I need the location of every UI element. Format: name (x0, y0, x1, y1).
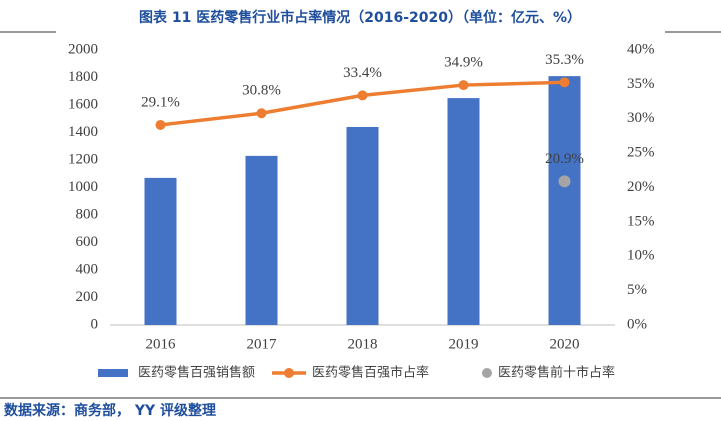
y-tick-label: 200 (76, 289, 99, 305)
y-tick-label: 2000 (68, 41, 98, 57)
legend-swatch (482, 368, 492, 378)
legend-swatch (284, 368, 294, 378)
y-tick-label: 1000 (68, 179, 98, 195)
data-label: 35.3% (545, 52, 584, 68)
bar (245, 155, 278, 325)
data-label: 29.1% (141, 94, 180, 110)
y2-tick-label: 0% (627, 316, 647, 332)
legend-label: 医药零售百强销售额 (138, 365, 255, 381)
x-tick-label: 2018 (348, 336, 378, 352)
y-tick-label: 600 (76, 234, 99, 250)
y-tick-label: 1800 (68, 69, 98, 85)
x-tick-label: 2019 (449, 336, 479, 352)
y2-tick-label: 35% (627, 76, 655, 92)
point (558, 175, 571, 188)
y-tick-label: 1200 (68, 151, 98, 167)
y2-tick-label: 5% (627, 282, 647, 298)
y-tick-label: 400 (76, 261, 99, 277)
y2-tick-label: 20% (627, 179, 655, 195)
bar (144, 177, 177, 325)
data-label: 20.9% (545, 151, 584, 167)
legend-label: 医药零售百强市占率 (312, 365, 429, 381)
legend-label: 医药零售前十市占率 (498, 365, 615, 381)
point (256, 108, 267, 119)
bar (346, 127, 379, 325)
source-note: 数据来源：商务部， YY 评级整理 (4, 402, 216, 419)
point (458, 80, 469, 91)
legend-swatch (98, 369, 128, 377)
data-label: 34.9% (444, 55, 483, 71)
bar (447, 98, 480, 325)
x-tick-label: 2020 (550, 336, 580, 352)
y-tick-label: 800 (76, 206, 99, 222)
y2-tick-label: 15% (627, 213, 655, 229)
chart-title: 图表 11 医药零售行业市占率情况（2016-2020）（单位：亿元、%） (139, 9, 581, 26)
y-tick-label: 1600 (68, 96, 98, 112)
point (357, 90, 368, 101)
x-tick-label: 2016 (146, 336, 177, 352)
point (155, 119, 166, 130)
y-tick-label: 1400 (68, 124, 98, 140)
y2-tick-label: 25% (627, 145, 655, 161)
data-label: 30.8% (242, 83, 281, 99)
point (559, 77, 570, 88)
y2-tick-label: 10% (627, 248, 655, 264)
y2-tick-label: 40% (627, 41, 655, 57)
y2-tick-label: 30% (627, 110, 655, 126)
data-label: 33.4% (343, 65, 382, 81)
x-tick-label: 2017 (247, 336, 278, 352)
bar (548, 76, 581, 325)
y-tick-label: 0 (91, 316, 99, 332)
